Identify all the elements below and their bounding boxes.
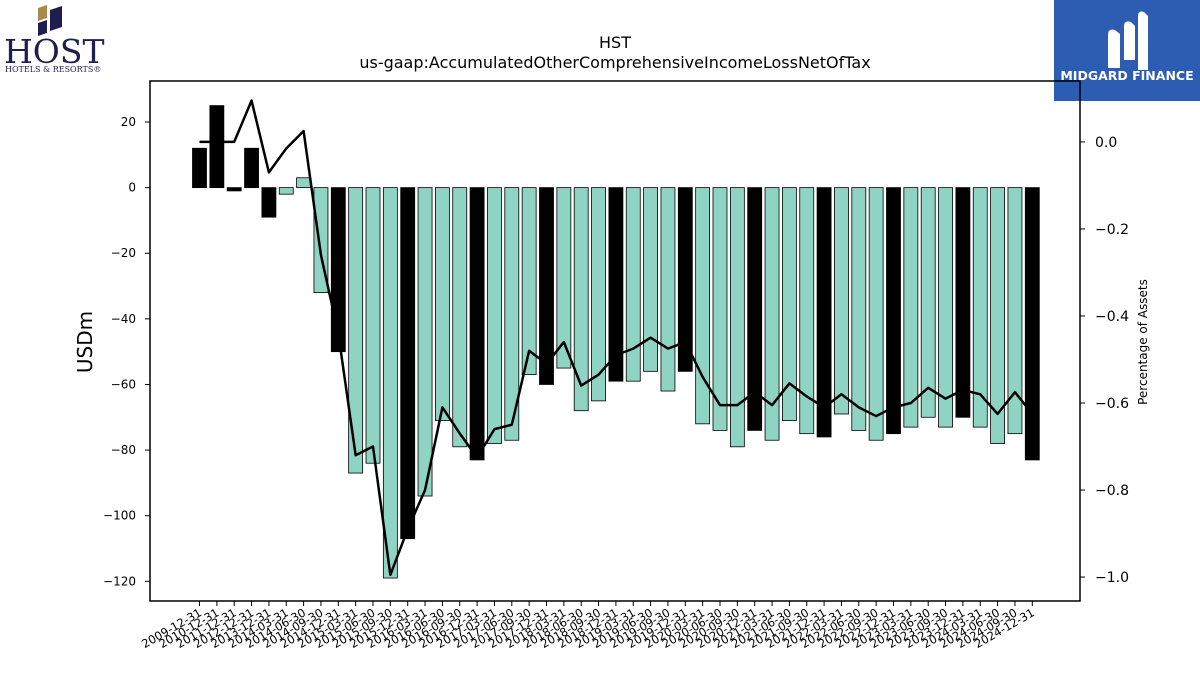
- bars-layer: [192, 105, 1040, 579]
- bar-2014-12-31: [330, 187, 346, 353]
- chart-subtitle: us-gaap:AccumulatedOtherComprehensiveInc…: [359, 53, 870, 72]
- bar-2018-12-31: [608, 187, 624, 382]
- bar-2019-12-31: [677, 187, 693, 372]
- y-tick-label: −80: [111, 443, 136, 457]
- y2-tick-label: −0.6: [1095, 396, 1129, 412]
- y-tick-label: 0: [128, 181, 136, 195]
- bar-2016-06-30: [434, 187, 450, 421]
- bar-2020-09-30: [729, 187, 745, 448]
- bar-2013-12-31: [261, 187, 277, 218]
- bar-2019-09-30: [660, 187, 676, 392]
- y-tick-label: −20: [111, 246, 136, 260]
- bar-2023-06-30: [920, 187, 936, 418]
- bar-2014-03-31: [278, 187, 294, 195]
- bar-2018-09-30: [591, 187, 606, 402]
- bar-2024-12-31: [1024, 187, 1040, 461]
- series-line-percentage-of-assets: [199, 99, 1034, 577]
- host-logo-text: HOST: [4, 32, 104, 71]
- y2-tick-label: −0.8: [1095, 483, 1129, 499]
- y-tick-label: −100: [103, 509, 136, 523]
- bar-2022-12-31: [886, 187, 901, 435]
- line-layer: [199, 99, 1034, 577]
- y-tick-label: 20: [121, 115, 136, 129]
- y-tick-label: −40: [111, 312, 136, 326]
- host-logo: HOST HOTELS & RESORTS®: [4, 5, 104, 74]
- host-logo-subtext: HOTELS & RESORTS®: [5, 65, 101, 74]
- y-axis-label: USDm: [73, 311, 97, 373]
- bar-2017-06-30: [504, 187, 520, 441]
- bar-2019-06-30: [643, 187, 658, 372]
- bar-2021-12-31: [816, 187, 832, 438]
- bar-2010-12-31: [209, 105, 225, 189]
- bar-2016-03-31: [417, 187, 433, 497]
- midgard-logo: MIDGARD FINANCE: [1054, 0, 1200, 101]
- bar-2014-06-30: [296, 177, 312, 189]
- axes-layer: 20 0 −20 −40 −60 −80 −100 −120 0.0 −0.2 −0.4 −0.6 −0…: [103, 80, 1129, 651]
- bar-2015-12-31: [400, 187, 416, 540]
- bar-2020-12-31: [747, 187, 763, 431]
- bar-2023-12-31: [955, 187, 971, 418]
- bar-2015-03-31: [348, 187, 364, 474]
- bar-2023-03-31: [903, 187, 919, 428]
- bar-2015-06-30: [365, 187, 381, 464]
- bar-2021-09-30: [799, 187, 815, 435]
- bar-2016-09-30: [452, 187, 468, 448]
- chart-title: HST: [599, 33, 631, 52]
- host-logo-mark-icon: [38, 5, 62, 36]
- bar-2022-09-30: [868, 187, 884, 441]
- bar-2024-09-30: [1007, 187, 1023, 435]
- y2-tick-label: −0.2: [1095, 222, 1129, 238]
- bar-2021-06-30: [782, 187, 797, 421]
- bar-2019-03-31: [625, 187, 641, 382]
- bar-2024-03-31: [972, 187, 988, 428]
- y2-tick-label: −0.4: [1095, 309, 1129, 325]
- y2-axis-label: Percentage of Assets: [1136, 279, 1150, 405]
- y-tick-label: −120: [103, 574, 136, 588]
- bar-2017-12-31: [539, 187, 554, 385]
- bar-2012-12-31: [244, 147, 259, 189]
- bar-2018-06-30: [573, 187, 589, 412]
- bar-2018-03-31: [556, 187, 572, 369]
- midgard-logo-text: MIDGARD FINANCE: [1060, 68, 1193, 83]
- bar-2017-03-31: [487, 187, 502, 444]
- bar-2017-09-30: [521, 187, 537, 376]
- bar-2011-12-31: [226, 187, 242, 192]
- bar-2020-06-30: [712, 187, 728, 431]
- bar-2024-06-30: [990, 187, 1005, 444]
- plot-frame: [149, 80, 1081, 602]
- bar-2009-12-31: [192, 147, 207, 189]
- bar-2015-09-30: [382, 187, 398, 579]
- bar-2020-03-31: [695, 187, 711, 425]
- y2-tick-label: −1.0: [1095, 570, 1129, 586]
- y2-tick-label: 0.0: [1095, 135, 1117, 151]
- bar-2021-03-31: [764, 187, 780, 441]
- bar-2016-12-31: [469, 187, 485, 461]
- bar-2022-06-30: [851, 187, 867, 431]
- y-tick-label: −60: [111, 377, 136, 391]
- bar-2022-03-31: [834, 187, 849, 415]
- midgard-mark-icon: [1108, 11, 1148, 70]
- bar-2023-09-30: [938, 187, 953, 428]
